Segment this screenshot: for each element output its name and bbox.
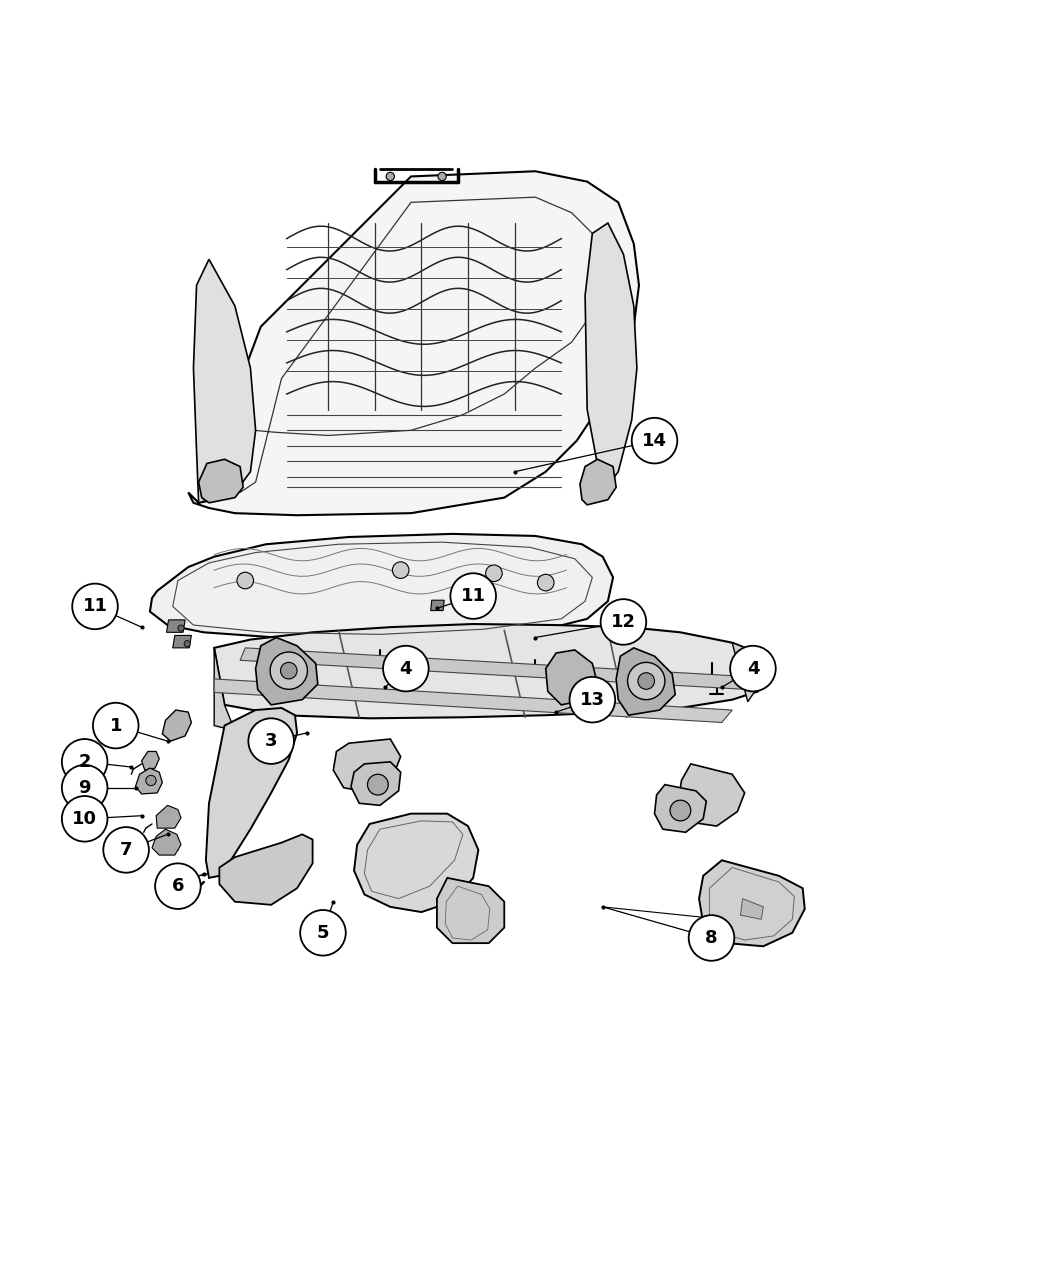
Polygon shape — [135, 768, 163, 794]
Polygon shape — [214, 648, 235, 731]
Circle shape — [450, 574, 496, 618]
Circle shape — [386, 172, 395, 181]
Circle shape — [538, 574, 554, 590]
Polygon shape — [255, 638, 318, 705]
Circle shape — [237, 572, 253, 589]
Polygon shape — [214, 680, 732, 723]
Text: 3: 3 — [265, 732, 277, 750]
Circle shape — [638, 673, 654, 690]
Text: 13: 13 — [580, 691, 605, 709]
Polygon shape — [654, 784, 707, 833]
Polygon shape — [699, 861, 804, 946]
Polygon shape — [206, 708, 297, 878]
Circle shape — [628, 663, 665, 700]
Circle shape — [670, 801, 691, 821]
Circle shape — [393, 562, 408, 579]
Circle shape — [62, 740, 107, 784]
Polygon shape — [580, 459, 616, 505]
Circle shape — [72, 584, 118, 629]
Circle shape — [486, 565, 502, 581]
Circle shape — [689, 915, 734, 961]
Circle shape — [632, 418, 677, 463]
Polygon shape — [616, 648, 675, 715]
Text: 1: 1 — [109, 717, 122, 734]
Polygon shape — [354, 813, 479, 912]
Text: 4: 4 — [400, 659, 412, 677]
Circle shape — [177, 625, 184, 631]
Polygon shape — [740, 899, 763, 919]
Polygon shape — [172, 635, 191, 648]
Polygon shape — [198, 459, 244, 502]
Circle shape — [300, 910, 345, 955]
Polygon shape — [150, 534, 613, 640]
Circle shape — [730, 646, 776, 691]
Text: 9: 9 — [79, 779, 91, 797]
Circle shape — [184, 640, 190, 646]
Text: 12: 12 — [611, 613, 636, 631]
Circle shape — [569, 677, 615, 723]
Text: 11: 11 — [461, 586, 486, 606]
Text: 11: 11 — [83, 598, 107, 616]
Text: 5: 5 — [317, 924, 330, 942]
Circle shape — [62, 796, 107, 842]
Polygon shape — [240, 648, 753, 690]
Circle shape — [383, 646, 428, 691]
Circle shape — [249, 718, 294, 764]
Polygon shape — [546, 650, 597, 705]
Text: 14: 14 — [642, 432, 667, 450]
Polygon shape — [152, 829, 181, 856]
Circle shape — [280, 663, 297, 680]
Polygon shape — [219, 834, 313, 905]
Polygon shape — [678, 764, 744, 826]
Polygon shape — [193, 259, 255, 502]
Circle shape — [438, 172, 446, 181]
Polygon shape — [430, 601, 444, 611]
Text: 7: 7 — [120, 842, 132, 859]
Circle shape — [93, 703, 139, 748]
Circle shape — [368, 774, 388, 796]
Polygon shape — [351, 762, 401, 806]
Polygon shape — [167, 620, 185, 632]
Text: 10: 10 — [72, 810, 98, 827]
Polygon shape — [333, 740, 401, 793]
Text: 8: 8 — [706, 929, 718, 947]
Circle shape — [601, 599, 646, 645]
Text: 2: 2 — [79, 752, 91, 771]
Polygon shape — [188, 171, 639, 515]
Polygon shape — [437, 878, 504, 944]
Polygon shape — [732, 643, 763, 701]
Polygon shape — [163, 710, 191, 741]
Text: 4: 4 — [747, 659, 759, 677]
Polygon shape — [156, 806, 181, 829]
Circle shape — [62, 765, 107, 811]
Polygon shape — [214, 623, 763, 718]
Text: 6: 6 — [171, 877, 184, 895]
Polygon shape — [585, 223, 637, 492]
Circle shape — [103, 827, 149, 872]
Circle shape — [146, 775, 156, 785]
Circle shape — [155, 863, 201, 909]
Circle shape — [270, 652, 308, 690]
Polygon shape — [142, 751, 160, 770]
